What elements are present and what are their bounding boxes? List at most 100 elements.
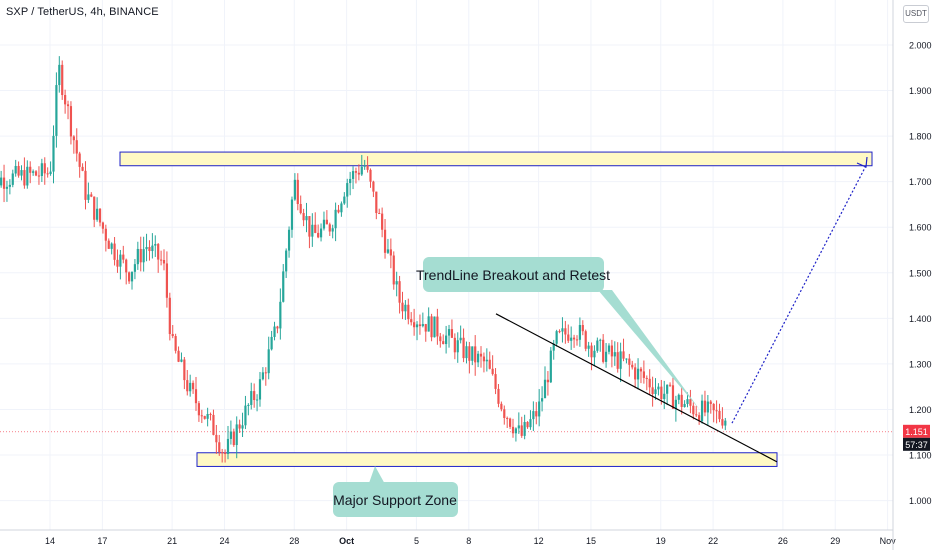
y-tick-label: 1.000: [909, 496, 932, 506]
candle-body: [500, 403, 503, 410]
candle-body: [87, 194, 90, 200]
zones: [119, 151, 873, 467]
candle-body: [244, 405, 247, 426]
x-tick-label: Oct: [339, 536, 354, 546]
candle-body: [351, 171, 355, 179]
y-tick-label: 2.000: [909, 41, 932, 51]
candle-body: [546, 379, 550, 383]
candle-body: [128, 272, 131, 282]
candle-body: [520, 425, 523, 436]
candle-body: [715, 410, 718, 412]
candle-body: [642, 371, 645, 378]
candle-body: [270, 336, 273, 350]
candle-body: [302, 213, 305, 221]
candle-body: [32, 171, 35, 173]
candle-body: [84, 170, 87, 200]
candle-body: [69, 106, 73, 137]
candle-body: [552, 343, 555, 351]
candle-body: [206, 414, 209, 419]
candle-body: [255, 399, 259, 401]
candle-body: [325, 219, 328, 225]
candle-body: [474, 346, 477, 363]
candle-body: [706, 401, 709, 413]
candle-body: [570, 337, 573, 341]
x-tick-label: 8: [466, 536, 471, 546]
candle-body: [462, 337, 465, 359]
candle-body: [293, 179, 296, 200]
candle-body: [517, 425, 520, 429]
candle-body: [572, 337, 576, 340]
candle-body: [599, 339, 602, 341]
candle-body: [186, 380, 189, 392]
candle-body: [636, 368, 640, 380]
candle-body: [122, 254, 125, 260]
x-tick-label: 12: [534, 536, 544, 546]
y-tick-label: 1.800: [909, 132, 932, 142]
x-tick-label: Nov: [880, 536, 897, 546]
candle-body: [578, 325, 581, 340]
currency-selector[interactable]: USDT: [903, 5, 929, 23]
projection-arrowhead: [856, 156, 868, 168]
breakout-callout-pointer: [598, 290, 700, 410]
candle-body: [148, 247, 151, 252]
projection-line: [731, 165, 867, 424]
candle-body: [264, 372, 267, 374]
candle-body: [34, 171, 38, 176]
candle-body: [395, 281, 398, 285]
candle-body: [93, 196, 96, 220]
candle-body: [305, 216, 308, 221]
candle-body: [157, 244, 160, 260]
candle-body: [555, 331, 558, 344]
candle-body: [674, 399, 677, 409]
candle-body: [125, 259, 128, 273]
candle-body: [317, 232, 320, 238]
countdown-value: 57:37: [905, 440, 928, 450]
candle-body: [430, 316, 433, 338]
candle-body: [49, 171, 52, 174]
candle-body: [14, 165, 17, 174]
candle-body: [287, 229, 291, 251]
candle-body: [709, 401, 712, 404]
candle-body: [625, 358, 628, 360]
candle-body: [602, 339, 605, 362]
candle-body: [37, 175, 41, 177]
candle-body: [503, 409, 506, 418]
candle-body: [276, 326, 279, 329]
candle-body: [386, 249, 390, 253]
candle-body: [334, 209, 337, 229]
candle-body: [610, 345, 613, 357]
candle-body: [299, 204, 302, 214]
candle-body: [378, 213, 381, 215]
candle-body: [212, 414, 215, 435]
candle-body: [221, 452, 224, 454]
candle-body: [61, 64, 64, 96]
candle-body: [369, 169, 372, 182]
candle-body: [226, 438, 230, 455]
candle-body: [721, 419, 724, 426]
candle-body: [171, 334, 174, 337]
candle-body: [616, 352, 619, 369]
candle-body: [651, 387, 654, 395]
candle-body: [639, 368, 643, 372]
candle-body: [75, 140, 78, 154]
candle-body: [607, 345, 611, 352]
candle-body: [72, 136, 75, 141]
candle-body: [413, 322, 416, 328]
candle-body: [328, 224, 331, 232]
y-tick-label: 1.700: [909, 177, 932, 187]
support-callout-box: [333, 482, 458, 517]
candle-body: [343, 196, 346, 204]
candle-body: [421, 324, 424, 327]
candle-body: [250, 391, 253, 405]
candle-body: [381, 213, 384, 230]
support-zone: [196, 452, 778, 467]
candle-body: [604, 351, 608, 362]
candle-body: [410, 319, 413, 323]
candle-body: [631, 364, 634, 368]
x-tick-label: 29: [830, 536, 840, 546]
candle-body: [442, 341, 445, 345]
candle-body: [197, 403, 201, 416]
candle-body: [235, 424, 238, 446]
candle-body: [695, 414, 698, 416]
